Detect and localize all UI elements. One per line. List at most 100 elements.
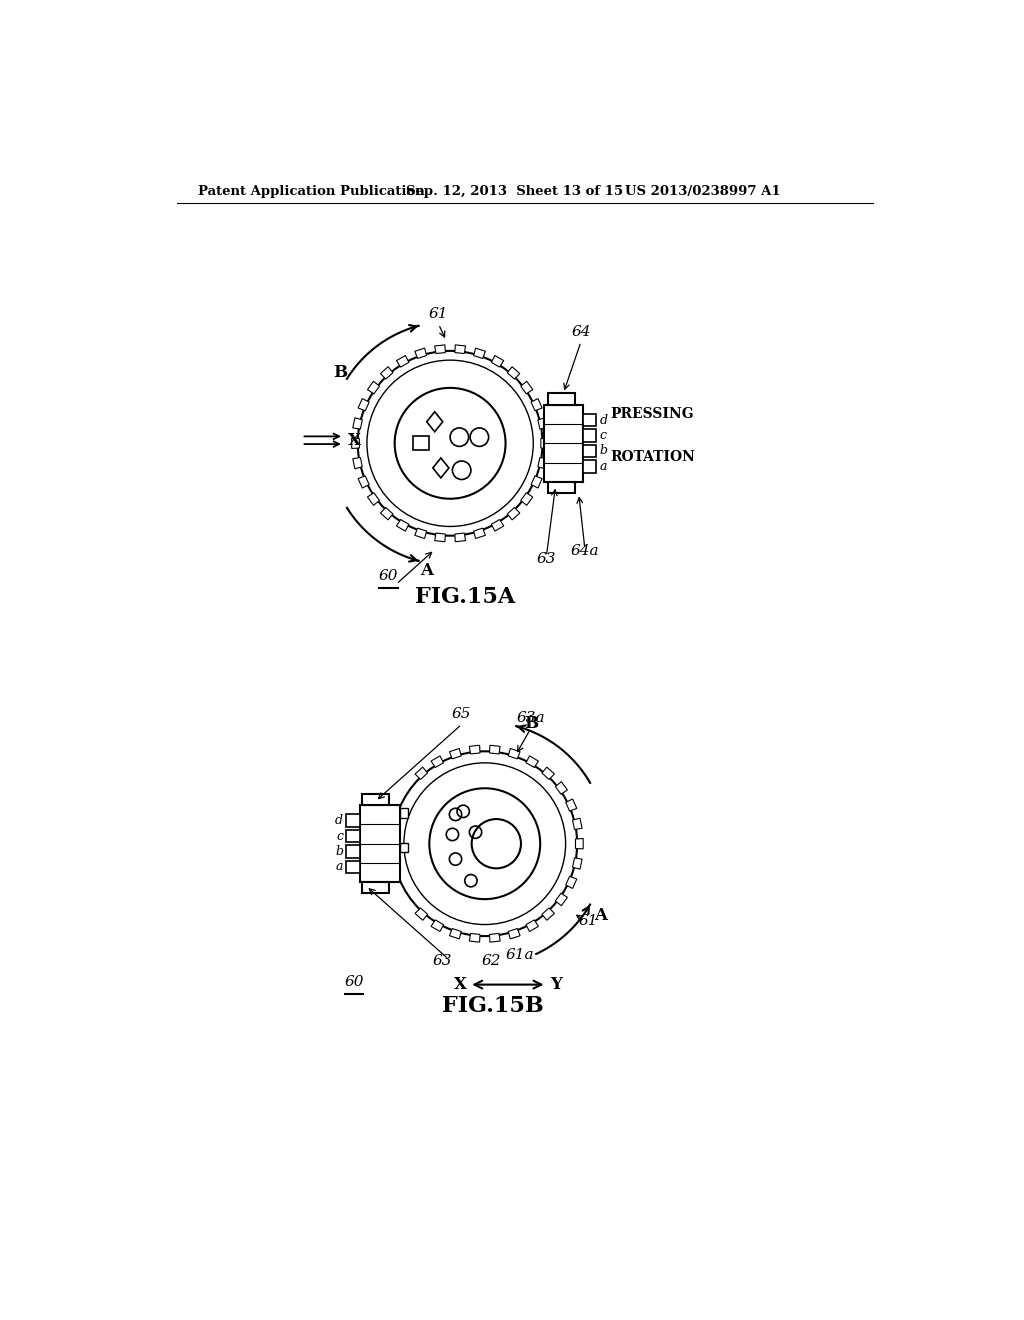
Text: A: A <box>594 907 607 924</box>
Text: ROTATION: ROTATION <box>610 450 695 465</box>
Text: 64a: 64a <box>570 544 599 558</box>
Text: Sep. 12, 2013  Sheet 13 of 15: Sep. 12, 2013 Sheet 13 of 15 <box>407 185 624 198</box>
Polygon shape <box>469 746 480 754</box>
Bar <box>413 437 429 450</box>
Text: Y: Y <box>550 975 561 993</box>
Polygon shape <box>415 767 428 779</box>
Text: B: B <box>524 715 538 733</box>
Polygon shape <box>381 508 393 520</box>
Polygon shape <box>381 367 393 379</box>
Text: d: d <box>599 413 607 426</box>
Bar <box>346 845 360 858</box>
Polygon shape <box>489 933 500 942</box>
Bar <box>583 445 596 457</box>
Text: 65: 65 <box>452 708 471 721</box>
Bar <box>362 795 389 805</box>
Text: FIG.15A: FIG.15A <box>416 586 516 609</box>
Bar <box>360 805 400 882</box>
Polygon shape <box>526 920 539 932</box>
Polygon shape <box>507 367 520 379</box>
Polygon shape <box>492 520 504 531</box>
Text: 63: 63 <box>433 954 453 969</box>
Polygon shape <box>455 345 466 354</box>
Polygon shape <box>435 533 445 541</box>
Text: a: a <box>336 861 343 874</box>
Bar <box>548 393 574 405</box>
Polygon shape <box>507 508 520 520</box>
Text: 61a: 61a <box>505 948 534 962</box>
Polygon shape <box>415 348 427 359</box>
Text: c: c <box>599 429 606 442</box>
Bar <box>346 861 360 873</box>
Polygon shape <box>572 858 582 869</box>
Text: B: B <box>333 364 347 381</box>
Polygon shape <box>450 928 461 939</box>
Polygon shape <box>450 748 461 759</box>
Text: 63: 63 <box>537 552 556 566</box>
Text: 62: 62 <box>481 954 501 969</box>
Polygon shape <box>489 746 500 754</box>
Text: a: a <box>599 459 607 473</box>
Polygon shape <box>358 399 370 411</box>
Polygon shape <box>555 894 567 906</box>
Text: PRESSING: PRESSING <box>610 407 694 421</box>
Text: 60: 60 <box>379 569 398 583</box>
Bar <box>346 814 360 826</box>
Bar <box>400 843 408 853</box>
Polygon shape <box>415 528 427 539</box>
Polygon shape <box>368 381 380 393</box>
Polygon shape <box>538 458 548 469</box>
Polygon shape <box>521 492 532 506</box>
Bar <box>362 882 389 892</box>
Polygon shape <box>508 928 520 939</box>
Polygon shape <box>455 533 466 541</box>
Text: Patent Application Publication: Patent Application Publication <box>199 185 425 198</box>
Bar <box>548 482 574 494</box>
Polygon shape <box>542 908 554 920</box>
Polygon shape <box>531 477 542 488</box>
Polygon shape <box>542 767 554 779</box>
Polygon shape <box>508 748 520 759</box>
Text: 60: 60 <box>344 975 364 989</box>
Polygon shape <box>431 920 443 932</box>
Polygon shape <box>474 348 485 359</box>
Text: b: b <box>335 845 343 858</box>
Polygon shape <box>415 908 428 920</box>
Polygon shape <box>352 458 362 469</box>
Polygon shape <box>396 520 409 531</box>
Bar <box>544 405 583 482</box>
Text: US 2013/0238997 A1: US 2013/0238997 A1 <box>625 185 780 198</box>
Polygon shape <box>555 781 567 795</box>
Text: 61: 61 <box>429 306 449 321</box>
Polygon shape <box>431 756 443 767</box>
Text: b: b <box>599 445 607 458</box>
Text: 64: 64 <box>571 325 591 338</box>
Polygon shape <box>474 528 485 539</box>
Polygon shape <box>531 399 542 411</box>
Polygon shape <box>352 418 362 429</box>
Bar <box>346 830 360 842</box>
Bar <box>400 808 408 817</box>
Text: c: c <box>336 829 343 842</box>
Text: d: d <box>335 814 343 828</box>
Polygon shape <box>469 933 480 942</box>
Polygon shape <box>358 477 370 488</box>
Text: 63a: 63a <box>517 711 545 725</box>
Polygon shape <box>351 438 359 449</box>
Polygon shape <box>572 818 582 829</box>
Polygon shape <box>396 355 409 367</box>
Polygon shape <box>541 438 549 449</box>
Text: FIG.15B: FIG.15B <box>441 994 544 1016</box>
Polygon shape <box>521 381 532 393</box>
Bar <box>583 414 596 426</box>
Polygon shape <box>565 799 577 810</box>
Bar <box>583 429 596 442</box>
Text: X: X <box>348 432 360 449</box>
Text: X: X <box>454 975 467 993</box>
Polygon shape <box>575 838 584 849</box>
Text: 61: 61 <box>579 913 598 928</box>
Bar <box>583 461 596 473</box>
Polygon shape <box>368 492 380 506</box>
Text: A: A <box>420 561 433 578</box>
Polygon shape <box>565 876 577 888</box>
